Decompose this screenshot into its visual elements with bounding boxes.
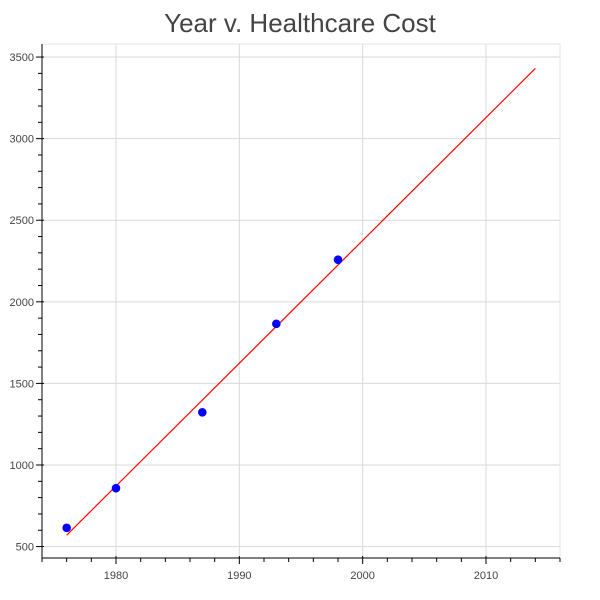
y-tick-label: 2000 bbox=[10, 297, 34, 309]
y-tick-label: 1500 bbox=[10, 378, 34, 390]
y-tick-label: 3500 bbox=[10, 52, 34, 64]
data-point bbox=[62, 523, 71, 533]
x-tick-label: 2010 bbox=[474, 570, 498, 582]
x-tick-label: 1990 bbox=[227, 570, 251, 582]
data-point bbox=[333, 255, 343, 265]
grid bbox=[42, 44, 560, 558]
data-point bbox=[198, 407, 207, 417]
series bbox=[62, 68, 536, 536]
y-tick-label: 1000 bbox=[10, 460, 34, 472]
y-tick-label: 2500 bbox=[10, 215, 34, 227]
data-point bbox=[111, 483, 121, 493]
x-tick-label: 2000 bbox=[350, 570, 374, 582]
axes: 1980 1990 2000 2010 500 1000 1500 2000 2500 3000 3… bbox=[10, 44, 561, 582]
trend-line bbox=[66, 68, 536, 536]
data-point bbox=[272, 319, 281, 329]
chart-title: Year v. Healthcare Cost bbox=[164, 8, 436, 38]
x-tick-label: 1980 bbox=[104, 570, 128, 582]
y-tick-label: 500 bbox=[16, 542, 34, 554]
y-tick-label: 3000 bbox=[10, 134, 34, 146]
